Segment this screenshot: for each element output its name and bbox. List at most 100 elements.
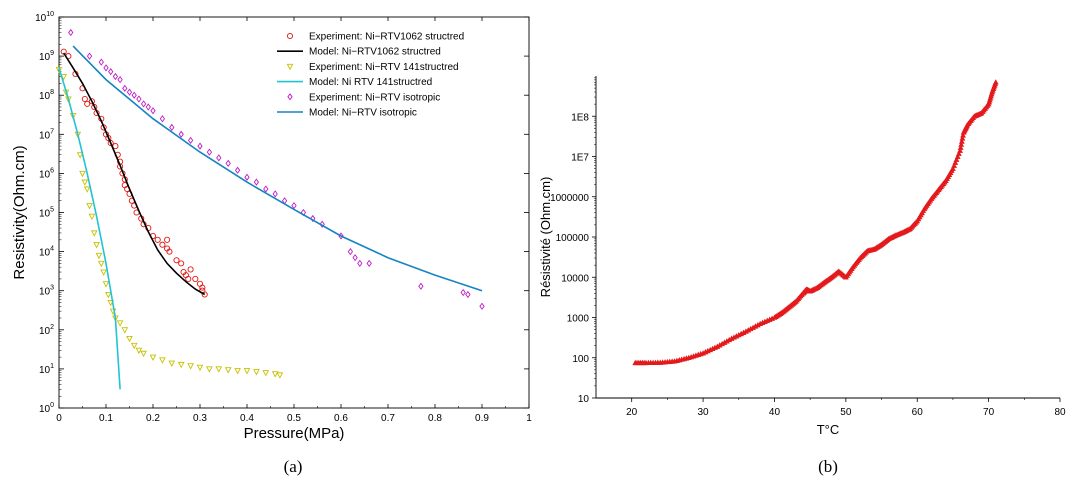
y-tick-label-a: 104 (39, 246, 54, 259)
series-line-a-1 (63, 52, 206, 296)
legend-label-a-3: Model: Ni RTV 141structred (309, 77, 432, 88)
data-point-a-4 (352, 254, 358, 262)
data-point-a-2 (135, 347, 143, 355)
data-point-a-2 (243, 368, 251, 375)
y-axis-title-a: Resistivity(Ohm.cm) (11, 145, 28, 279)
data-point-a-2 (121, 327, 129, 334)
y-tick-label-a: 102 (39, 324, 54, 337)
data-point-b (952, 159, 959, 165)
data-point-a-2 (97, 260, 105, 268)
y-tick-label-a: 100 (39, 402, 54, 415)
data-point-a-4 (357, 259, 363, 267)
data-point-b (950, 165, 956, 171)
data-point-a-2 (86, 203, 93, 210)
data-point-a-4 (112, 72, 119, 81)
data-point-a-4 (122, 84, 128, 92)
y-tick-label-a: 108 (39, 89, 54, 102)
x-tick-label-a: 0.1 (99, 413, 113, 424)
data-point-a-4 (263, 185, 269, 193)
x-tick-label-a: 0.5 (287, 413, 301, 424)
x-tick-label-a: 0.2 (146, 413, 160, 424)
data-point-a-0 (185, 275, 192, 282)
y-axis-title-b: Résistivité (Ohm.cm) (538, 177, 553, 298)
data-point-a-0 (196, 280, 204, 287)
data-point-b (951, 162, 958, 168)
data-point-a-2 (88, 213, 96, 221)
data-point-a-2 (234, 368, 241, 375)
data-point-a-4 (366, 259, 372, 267)
data-point-a-4 (126, 88, 133, 96)
legend-swatch-a-4 (287, 93, 293, 101)
data-point-a-4 (253, 178, 260, 186)
y-tick-label-a: 1010 (35, 11, 54, 24)
y-tick-label-b: 10 (578, 394, 590, 405)
data-point-a-4 (169, 123, 175, 132)
data-point-a-2 (215, 366, 223, 373)
data-point-a-0 (192, 275, 199, 282)
y-tick-label-b: 1000 (567, 314, 590, 325)
data-point-a-0 (199, 284, 206, 291)
data-point-a-2 (126, 335, 133, 343)
y-tick-label-a: 109 (39, 50, 54, 63)
data-point-b (953, 156, 960, 162)
data-point-a-4 (465, 290, 471, 299)
data-point-b (958, 138, 965, 144)
data-point-a-4 (131, 91, 137, 99)
data-point-a-0 (187, 266, 194, 273)
data-point-a-2 (196, 364, 204, 372)
data-point-a-2 (105, 291, 112, 299)
x-tick-label-b: 20 (626, 407, 638, 418)
data-point-a-2 (271, 371, 279, 378)
data-point-a-4 (244, 173, 250, 181)
data-point-a-2 (140, 350, 147, 358)
data-point-b (958, 141, 965, 147)
data-point-a-0 (159, 241, 166, 248)
x-tick-label-b: 60 (912, 407, 924, 418)
x-tick-label-a: 0.8 (428, 413, 442, 424)
data-point-b (954, 153, 961, 159)
data-point-a-4 (108, 68, 114, 76)
x-axis-title-a: Pressure(MPa) (244, 425, 345, 442)
chart-b: 20 30 40 50 60 70 80 10 100 1000 10000 100000 100000… (538, 76, 1066, 437)
series-a-5 (72, 45, 483, 292)
data-point-a-0 (81, 95, 88, 103)
data-point-a-2 (95, 252, 103, 260)
data-point-a-2 (102, 281, 110, 288)
data-point-a-4 (479, 302, 485, 310)
data-point-a-2 (100, 269, 107, 276)
data-point-a-4 (68, 28, 74, 37)
y-tick-label-b: 1000000 (550, 193, 589, 204)
data-point-b (992, 79, 999, 85)
x-tick-label-b: 50 (840, 407, 852, 418)
y-tick-label-a: 103 (39, 285, 54, 298)
data-point-a-2 (206, 366, 213, 373)
data-point-a-4 (159, 115, 166, 123)
data-point-a-2 (116, 320, 124, 327)
caption-b: (b) (818, 457, 838, 476)
series-a-2 (55, 67, 284, 379)
data-point-a-4 (178, 130, 184, 138)
data-point-b (959, 135, 966, 141)
data-point-a-4 (197, 142, 203, 150)
caption-a: (a) (284, 457, 303, 476)
y-tick-label-a: 107 (39, 128, 54, 141)
legend-label-a-5: Model: Ni−RTV isotropic (309, 108, 417, 119)
x-tick-label-b: 80 (1054, 407, 1066, 418)
data-point-a-2 (79, 170, 86, 178)
x-tick-label-a: 0.4 (240, 413, 254, 424)
data-point-a-0 (201, 291, 208, 298)
data-point-a-2 (76, 152, 84, 159)
data-point-b (955, 150, 962, 156)
data-point-a-4 (136, 95, 142, 103)
legend-label-a-1: Model: Ni−RTV1062 structred (309, 47, 441, 58)
data-point-a-4 (272, 190, 278, 198)
legend-swatch-a-0 (286, 32, 294, 40)
series-a-0 (60, 48, 208, 298)
y-tick-label-b: 100000 (556, 233, 590, 244)
series-a-1 (63, 52, 206, 296)
data-point-a-4 (140, 100, 147, 108)
data-point-a-0 (88, 98, 95, 105)
legend-label-a-2: Experiment: Ni−RTV 141structred (309, 62, 459, 73)
data-point-a-2 (83, 186, 91, 193)
